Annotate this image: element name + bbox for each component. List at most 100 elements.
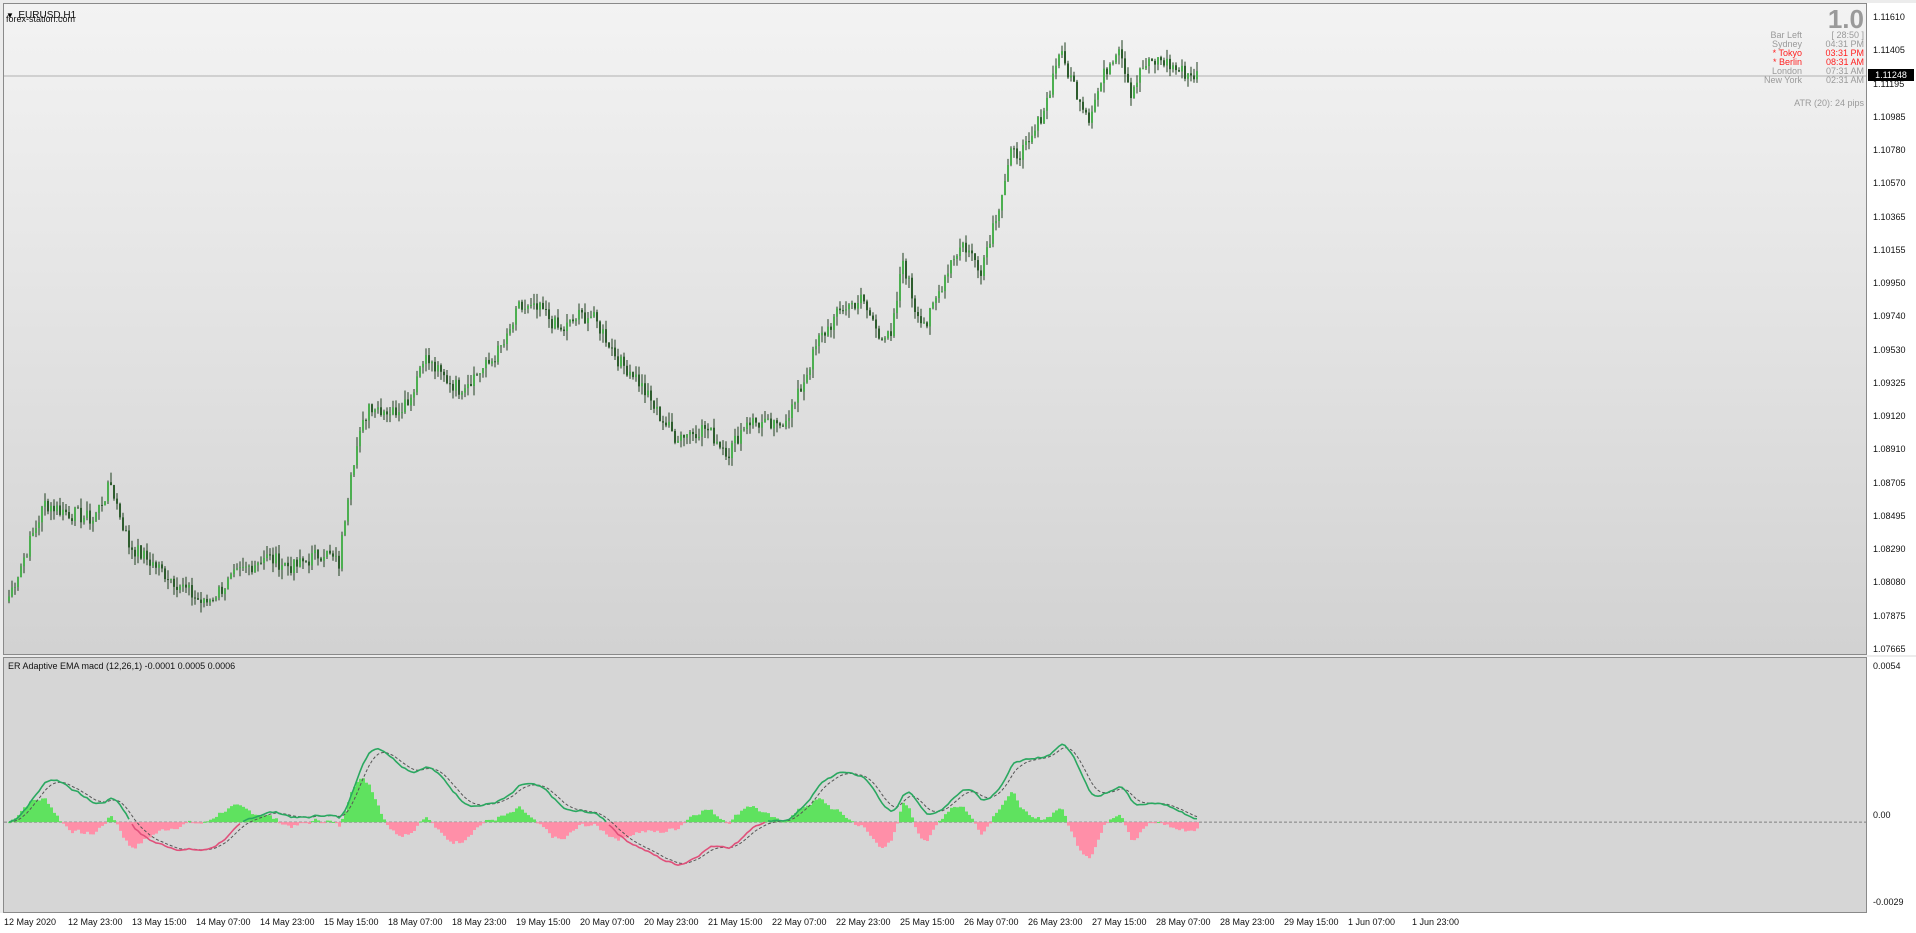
candle-body[interactable] <box>161 564 163 569</box>
candle-body[interactable] <box>1046 97 1048 111</box>
candle-body[interactable] <box>260 562 262 564</box>
candle-body[interactable] <box>614 347 616 357</box>
candle-body[interactable] <box>515 308 517 325</box>
candle-body[interactable] <box>281 565 283 570</box>
candle-body[interactable] <box>887 331 889 338</box>
candle-body[interactable] <box>785 420 787 427</box>
candle-body[interactable] <box>899 274 901 301</box>
candle-body[interactable] <box>1064 51 1066 64</box>
candle-body[interactable] <box>302 558 304 562</box>
candle-body[interactable] <box>1067 63 1069 78</box>
candle-body[interactable] <box>428 355 430 364</box>
candle-body[interactable] <box>431 361 433 364</box>
candle-body[interactable] <box>548 309 550 320</box>
candle-body[interactable] <box>149 559 151 566</box>
candle-body[interactable] <box>512 324 514 330</box>
candle-body[interactable] <box>1154 60 1156 65</box>
candle-body[interactable] <box>761 422 763 428</box>
candle-body[interactable] <box>791 404 793 418</box>
candle-body[interactable] <box>866 301 868 311</box>
candle-body[interactable] <box>680 434 682 441</box>
candle-body[interactable] <box>689 431 691 435</box>
candle-body[interactable] <box>926 322 928 327</box>
candle-body[interactable] <box>1037 117 1039 131</box>
candle-body[interactable] <box>1025 141 1027 145</box>
candle-body[interactable] <box>770 418 772 429</box>
candle-body[interactable] <box>1184 65 1186 79</box>
candle-body[interactable] <box>440 365 442 372</box>
candle-body[interactable] <box>239 567 241 569</box>
candle-body[interactable] <box>1175 65 1177 71</box>
candle-body[interactable] <box>152 562 154 566</box>
candle-body[interactable] <box>662 421 664 423</box>
candle-body[interactable] <box>458 379 460 395</box>
candle-body[interactable] <box>1013 148 1015 150</box>
candle-body[interactable] <box>287 562 289 567</box>
candle-body[interactable] <box>929 308 931 327</box>
candle-body[interactable] <box>533 303 535 305</box>
candle-body[interactable] <box>905 260 907 279</box>
candle-body[interactable] <box>659 406 661 422</box>
candle-body[interactable] <box>137 545 139 557</box>
candle-body[interactable] <box>626 365 628 376</box>
candle-body[interactable] <box>1115 55 1117 63</box>
candle-body[interactable] <box>989 243 991 248</box>
candle-body[interactable] <box>368 404 370 421</box>
candle-body[interactable] <box>1148 58 1150 67</box>
candle-body[interactable] <box>1127 73 1129 83</box>
candle-body[interactable] <box>119 503 121 518</box>
candle-body[interactable] <box>917 312 919 317</box>
candle-body[interactable] <box>461 392 463 395</box>
candle-body[interactable] <box>74 507 76 522</box>
candle-body[interactable] <box>308 561 310 566</box>
candle-body[interactable] <box>158 564 160 568</box>
indicator-pane[interactable]: ER Adaptive EMA macd (12,26,1) -0.0001 0… <box>3 657 1867 913</box>
candle-body[interactable] <box>251 565 253 573</box>
candle-body[interactable] <box>311 553 313 566</box>
candle-body[interactable] <box>875 319 877 329</box>
candle-body[interactable] <box>749 422 751 426</box>
candle-body[interactable] <box>638 374 640 387</box>
candle-body[interactable] <box>914 298 916 313</box>
candle-body[interactable] <box>170 578 172 581</box>
candle-body[interactable] <box>11 587 13 597</box>
candle-body[interactable] <box>683 434 685 438</box>
candle-body[interactable] <box>971 250 973 254</box>
candle-body[interactable] <box>290 566 292 573</box>
candle-body[interactable] <box>818 335 820 347</box>
candle-body[interactable] <box>125 530 127 532</box>
candle-body[interactable] <box>1070 75 1072 78</box>
candle-body[interactable] <box>89 510 91 524</box>
price-chart[interactable] <box>4 4 1867 655</box>
candle-body[interactable] <box>356 446 358 466</box>
candle-body[interactable] <box>1112 62 1114 65</box>
candle-body[interactable] <box>1187 73 1189 79</box>
candle-body[interactable] <box>524 308 526 310</box>
candle-body[interactable] <box>611 347 613 349</box>
candle-body[interactable] <box>497 345 499 363</box>
candle-body[interactable] <box>1163 60 1165 66</box>
candle-body[interactable] <box>506 333 508 345</box>
candle-body[interactable] <box>56 505 58 512</box>
candle-body[interactable] <box>1004 180 1006 195</box>
candle-body[interactable] <box>923 322 925 324</box>
candle-body[interactable] <box>398 412 400 416</box>
candle-body[interactable] <box>953 258 955 261</box>
candle-body[interactable] <box>794 402 796 405</box>
candle-body[interactable] <box>155 562 157 568</box>
candle-body[interactable] <box>425 355 427 364</box>
candle-body[interactable] <box>203 598 205 603</box>
candle-body[interactable] <box>1121 49 1123 59</box>
candle-body[interactable] <box>284 562 286 566</box>
candle-body[interactable] <box>890 331 892 336</box>
candle-body[interactable] <box>215 597 217 600</box>
candle-body[interactable] <box>1142 68 1144 70</box>
candle-body[interactable] <box>176 586 178 590</box>
candle-body[interactable] <box>128 530 130 548</box>
candle-body[interactable] <box>449 383 451 385</box>
candle-body[interactable] <box>773 420 775 429</box>
candle-body[interactable] <box>479 373 481 375</box>
candle-body[interactable] <box>725 447 727 457</box>
candle-body[interactable] <box>464 388 466 393</box>
candle-body[interactable] <box>293 559 295 573</box>
